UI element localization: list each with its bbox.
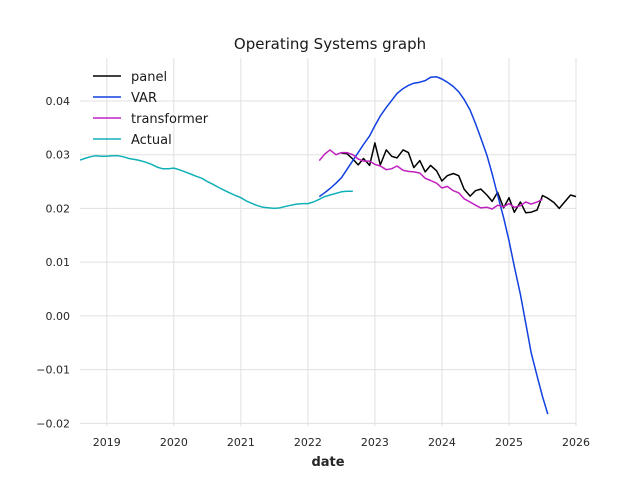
- y-tick-label: 0.01: [46, 256, 71, 269]
- y-tick-label: 0.00: [46, 310, 71, 323]
- x-axis-ticks: 2019 2020 2021 2022 2023 2024 2025 2026: [93, 436, 590, 449]
- series-lines: [79, 76, 577, 415]
- series-line-actual: [79, 155, 353, 210]
- series-line-panel: [341, 142, 577, 214]
- x-tick-label: 2021: [227, 436, 255, 449]
- x-tick-label: 2023: [361, 436, 389, 449]
- legend: panel VAR transformer Actual: [93, 70, 209, 148]
- y-tick-label: 0.04: [46, 95, 71, 108]
- x-tick-label: 2025: [495, 436, 523, 449]
- series-line-transformer: [318, 149, 543, 210]
- series-line-var: [318, 76, 549, 415]
- x-tick-label: 2024: [428, 436, 456, 449]
- x-axis-label: date: [311, 455, 344, 470]
- y-tick-label: −0.01: [36, 364, 70, 377]
- y-tick-label: 0.02: [46, 202, 71, 215]
- legend-label-transformer: transformer: [131, 112, 209, 127]
- x-tick-label: 2020: [160, 436, 188, 449]
- y-tick-label: −0.02: [36, 417, 70, 430]
- legend-label-actual: Actual: [131, 133, 172, 148]
- x-tick-label: 2019: [93, 436, 121, 449]
- chart-title: Operating Systems graph: [234, 35, 426, 53]
- y-axis-ticks: −0.02 −0.01 0.00 0.01 0.02 0.03 0.04: [36, 95, 70, 430]
- y-tick-label: 0.03: [46, 149, 71, 162]
- legend-label-var: VAR: [131, 91, 157, 106]
- legend-label-panel: panel: [131, 70, 167, 85]
- x-tick-label: 2022: [294, 436, 322, 449]
- x-tick-label: 2026: [562, 436, 590, 449]
